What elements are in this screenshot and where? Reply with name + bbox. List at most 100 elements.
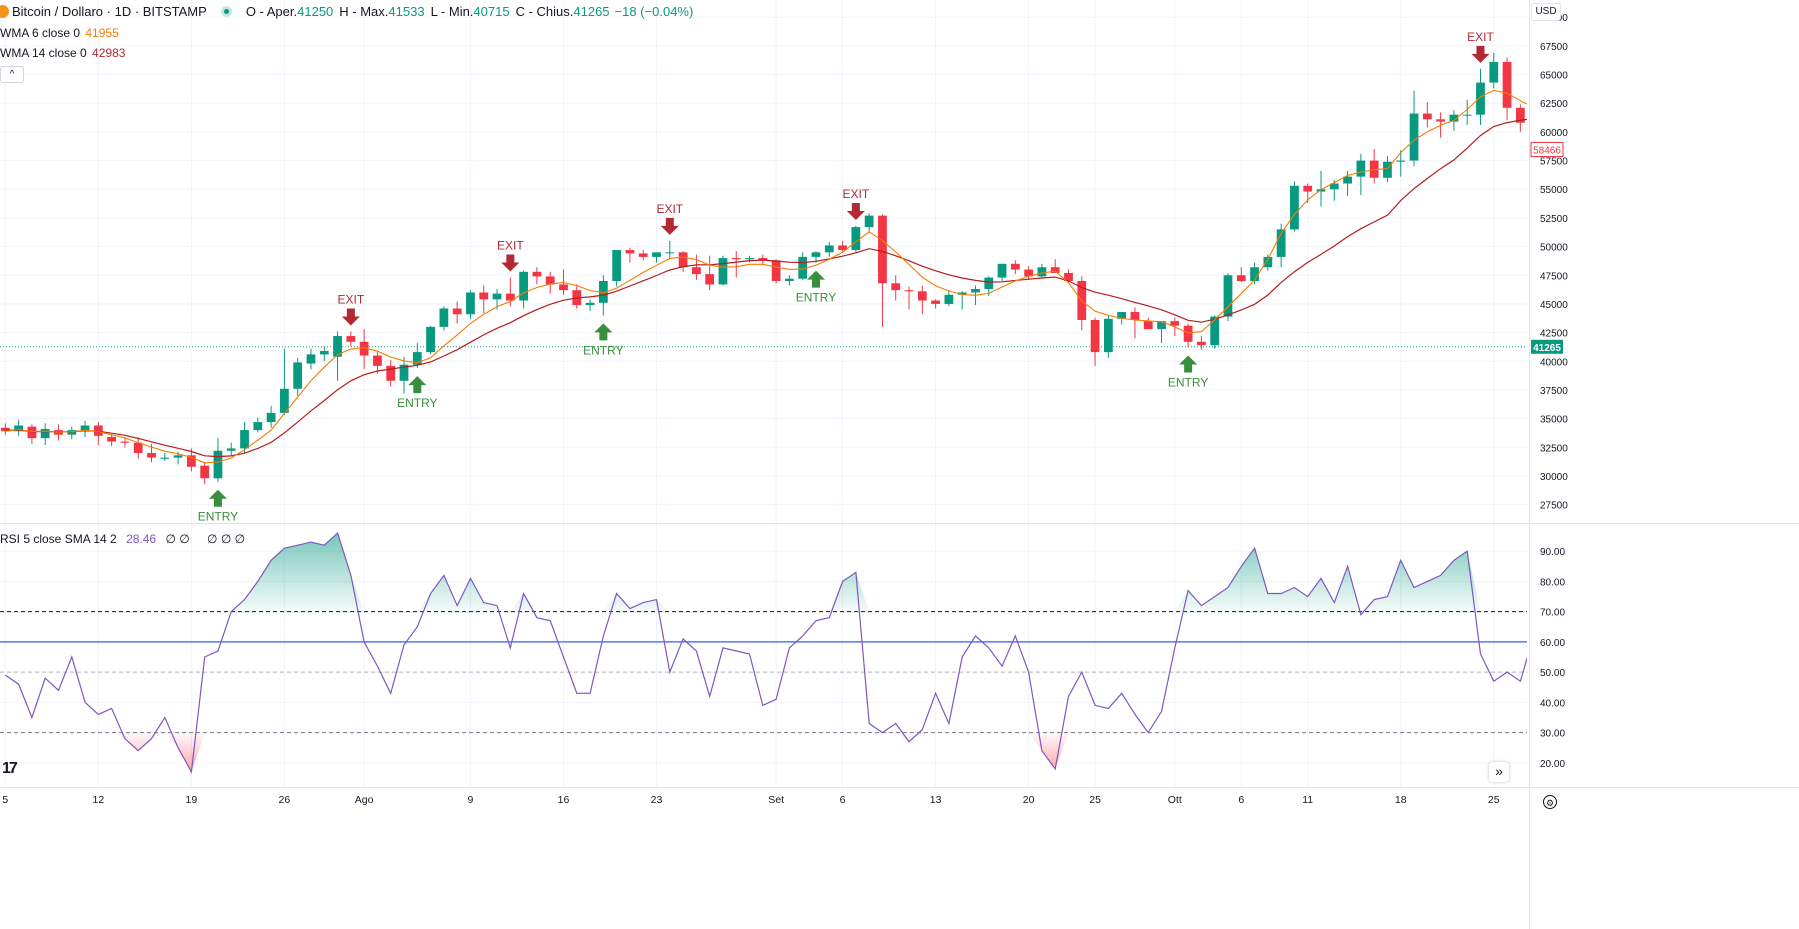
candle [93,422,103,446]
candle [718,255,728,286]
candle [997,263,1007,281]
candle-body [1183,325,1193,342]
candle [1157,321,1166,343]
candle-body [745,258,754,260]
candle-body [838,245,847,251]
high-label: H - Max. [339,4,389,19]
candle-body [399,364,409,381]
candle-body [1037,267,1047,277]
price-tick-label: 40000 [1540,357,1568,368]
candle [186,448,196,472]
candle [1236,267,1246,283]
candle [1329,180,1339,201]
high-value: 41533 [388,4,425,19]
price-tick-label: 32500 [1540,443,1568,454]
candle-body [1409,113,1419,161]
candle [1489,52,1499,89]
wma14-legend[interactable]: WMA 14 close 0 42983 [0,46,125,60]
time-tick-label: 19 [186,794,198,806]
candle [1183,323,1193,348]
rsi-axis: 20.00 30.00 40.00 50.00 60.00 70.00 80.00 90.00 [1540,547,1565,770]
price-tick-label: 30000 [1540,472,1568,483]
candle-body [386,365,396,381]
candle-body [40,428,50,439]
candle-body [1569,97,1578,126]
symbol-title[interactable]: Bitcoin / Dollaro · 1D · BITSTAMP [12,4,207,19]
candle-body [904,290,914,292]
candle-body [226,448,236,451]
candle [625,247,635,263]
settings-icon[interactable]: ⚙ [1543,795,1557,809]
symbol-header: Bitcoin / Dollaro · 1D · BITSTAMP O - Ape… [0,4,693,19]
candle [160,453,170,462]
price-tick-label: 47500 [1540,271,1568,282]
time-tick-label: 26 [279,794,291,806]
candle [399,356,409,394]
candle [40,423,50,446]
wma6-legend[interactable]: WMA 6 close 0 41955 [0,26,119,40]
candle-body [346,336,356,342]
candle-body [1582,126,1591,149]
candle-body [917,291,927,301]
scroll-to-realtime-button[interactable]: » [1489,762,1509,782]
candle-body [452,308,462,315]
candle [532,267,542,285]
candle-body [1303,185,1313,192]
tradingview-logo[interactable]: 17 [2,760,18,777]
entry-signal: ENTRY [198,489,238,523]
price-tick-label: 37500 [1540,386,1568,397]
time-tick-label: 6 [1238,794,1244,806]
candle-body [1396,160,1406,162]
candle [745,255,754,263]
candle [240,422,249,454]
candle [1422,102,1432,128]
candle [1502,57,1512,121]
candle [665,240,675,260]
price-tick-label: 55000 [1540,185,1568,196]
rsi-label: RSI 5 close SMA 14 2 [0,532,117,546]
time-tick-label: 23 [651,794,663,806]
candle [319,346,329,362]
price-tick-label: 27500 [1540,501,1568,512]
candle-body [147,453,156,458]
candle [359,329,369,370]
rsi-pane [0,532,1527,774]
marker-price-label: 58466 [1533,145,1561,156]
candle [14,419,23,436]
price-tick-label: 45000 [1540,300,1568,311]
candle [984,276,994,296]
wma6-label: WMA 6 close 0 [0,26,81,40]
candle-body [798,256,808,279]
candle [1050,259,1060,273]
candle-body [891,283,901,291]
candle-body [1157,321,1166,330]
candle-body [718,258,728,285]
time-tick-label: 5 [2,794,8,806]
collapse-legend-button[interactable]: ^ [0,66,24,83]
candle [545,271,555,294]
candle-body [1462,114,1472,116]
candle-body [107,436,117,442]
rsi-legend[interactable]: RSI 5 close SMA 14 2 28.46 ∅ ∅ ∅ ∅ ∅ [0,532,245,546]
exit-label: EXIT [497,239,524,253]
exit-signal: EXIT [338,292,365,326]
candle-body [1010,263,1020,270]
exit-signal: EXIT [843,187,870,220]
candle-body [1143,321,1153,330]
overbought-fill [5,533,1527,612]
candle [878,214,887,327]
candle-body [984,277,994,290]
currency-button[interactable]: USD [1531,3,1561,21]
candle-body [824,245,834,253]
candle [280,348,289,416]
candle-body [1529,123,1538,126]
candle [306,348,316,370]
candle-body [213,450,223,479]
close-label: C - Chius. [515,4,574,19]
time-tick-label: 18 [1395,794,1407,806]
candle [1037,263,1047,278]
price-tick-label: 52500 [1540,214,1568,225]
candle-body [1476,82,1485,115]
